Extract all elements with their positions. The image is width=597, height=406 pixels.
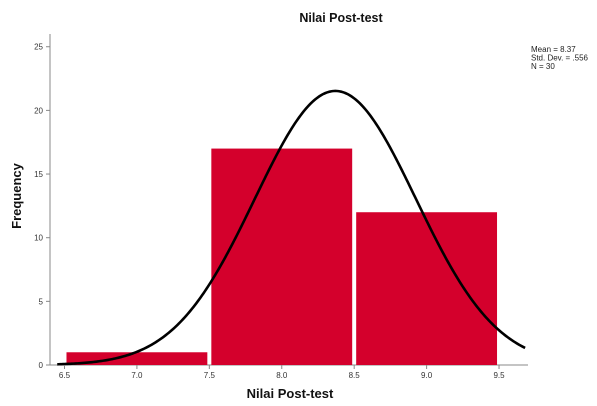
x-tick-label: 6.5 bbox=[59, 371, 71, 380]
y-tick-label: 25 bbox=[34, 43, 43, 52]
x-axis-title: Nilai Post-test bbox=[247, 386, 334, 401]
y-axis-title: Frequency bbox=[9, 162, 24, 229]
x-tick-label: 8.5 bbox=[349, 371, 361, 380]
x-tick-label: 7.5 bbox=[204, 371, 216, 380]
bars bbox=[66, 148, 498, 365]
normal-curve bbox=[57, 89, 526, 366]
x-tick-label: 8.0 bbox=[276, 371, 288, 380]
stats-line: N = 30 bbox=[531, 62, 555, 71]
x-tick-label: 7.0 bbox=[131, 371, 143, 380]
histogram-bar-3 bbox=[356, 212, 498, 365]
y-tick-label: 15 bbox=[34, 170, 43, 179]
chart-title: Nilai Post-test bbox=[299, 11, 383, 25]
x-axis-ticks: 6.5 7.0 7.5 8.0 8.5 9.0 9.5 bbox=[59, 365, 505, 380]
plot-area: 0 5 10 15 20 25 6.5 7.0 7.5 8.0 8.5 9.0 9.5 bbox=[34, 34, 528, 380]
y-tick-label: 5 bbox=[39, 297, 44, 306]
histogram-bar-2 bbox=[211, 148, 353, 365]
x-tick-label: 9.5 bbox=[493, 371, 505, 380]
y-tick-label: 10 bbox=[34, 234, 43, 243]
x-tick-label: 9.0 bbox=[421, 371, 433, 380]
stats-line: Std. Dev. = .556 bbox=[531, 54, 589, 63]
y-tick-label: 0 bbox=[39, 361, 44, 370]
y-axis-ticks: 0 5 10 15 20 25 bbox=[34, 43, 50, 370]
stats-line: Mean = 8.37 bbox=[531, 45, 576, 54]
y-tick-label: 20 bbox=[34, 106, 43, 115]
